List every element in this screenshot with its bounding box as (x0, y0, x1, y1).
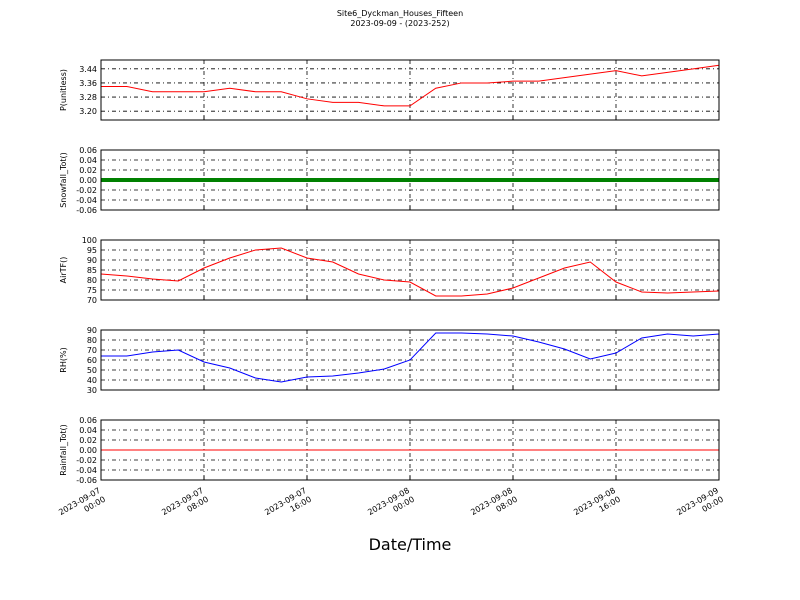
y-tick-label: 50 (87, 366, 97, 375)
plot-frame (100, 329, 720, 391)
y-tick-label: -0.02 (76, 456, 97, 465)
y-tick-label: 0.04 (79, 426, 97, 435)
x-tick-label: 2023-09-0808:00 (469, 486, 519, 526)
y-tick-label: 90 (87, 326, 97, 335)
y-tick-label: 75 (87, 286, 97, 295)
y-tick-label: 0.02 (79, 166, 97, 175)
plot-frame (100, 239, 720, 301)
y-axis-label: AirTF() (59, 257, 68, 284)
x-tick-label: 2023-09-0800:00 (366, 486, 416, 526)
y-tick-label: 100 (82, 236, 97, 245)
y-tick-label: 3.36 (79, 79, 97, 88)
chart-subtitle: 2023-09-09 - (2023-252) (350, 19, 449, 28)
y-tick-label: -0.06 (76, 476, 97, 485)
x-tick-label: 2023-09-0816:00 (572, 486, 622, 526)
y-tick-label: 3.28 (79, 93, 97, 102)
y-axis-label: P(unitless) (59, 69, 68, 111)
y-axis-label: Rainfall_Tot() (59, 424, 68, 476)
x-tick-label: 2023-09-0900:00 (675, 486, 725, 526)
data-line (101, 64, 720, 107)
x-tick-label: 2023-09-0716:00 (263, 486, 313, 526)
x-tick-label: 2023-09-0700:00 (57, 486, 107, 526)
y-tick-label: -0.04 (76, 196, 97, 205)
y-tick-label: 0.00 (79, 446, 97, 455)
plot-frame (100, 419, 720, 481)
y-tick-label: 60 (87, 356, 97, 365)
y-axis-label: RH(%) (59, 347, 68, 372)
y-tick-label: 90 (87, 256, 97, 265)
data-line (100, 247, 720, 297)
y-tick-label: 85 (87, 266, 97, 275)
y-axis-label: Snowfall_Tot() (59, 152, 68, 208)
data-line (101, 332, 720, 383)
y-tick-label: 3.44 (79, 65, 97, 74)
y-tick-label: -0.04 (76, 466, 97, 475)
y-tick-label: -0.02 (76, 186, 97, 195)
y-tick-label: -0.06 (76, 206, 97, 215)
y-tick-label: 80 (87, 276, 97, 285)
x-tick-label: 2023-09-0708:00 (160, 486, 210, 526)
y-tick-label: 95 (87, 246, 97, 255)
y-tick-label: 0.02 (79, 436, 97, 445)
y-tick-label: 70 (87, 296, 97, 305)
plot-frame (100, 149, 720, 211)
y-tick-label: 30 (87, 386, 97, 395)
y-tick-label: 80 (87, 336, 97, 345)
y-tick-label: 0.06 (79, 146, 97, 155)
y-tick-label: 40 (87, 376, 97, 385)
y-tick-label: 70 (87, 346, 97, 355)
plot-frame (100, 59, 720, 121)
x-axis-label: Date/Time (369, 535, 452, 554)
y-tick-label: 0.06 (79, 416, 97, 425)
chart-title: Site6_Dyckman_Houses_Fifteen (337, 9, 463, 18)
y-tick-label: 3.20 (79, 107, 97, 116)
y-tick-label: 0.04 (79, 156, 97, 165)
y-tick-label: 0.00 (79, 176, 97, 185)
